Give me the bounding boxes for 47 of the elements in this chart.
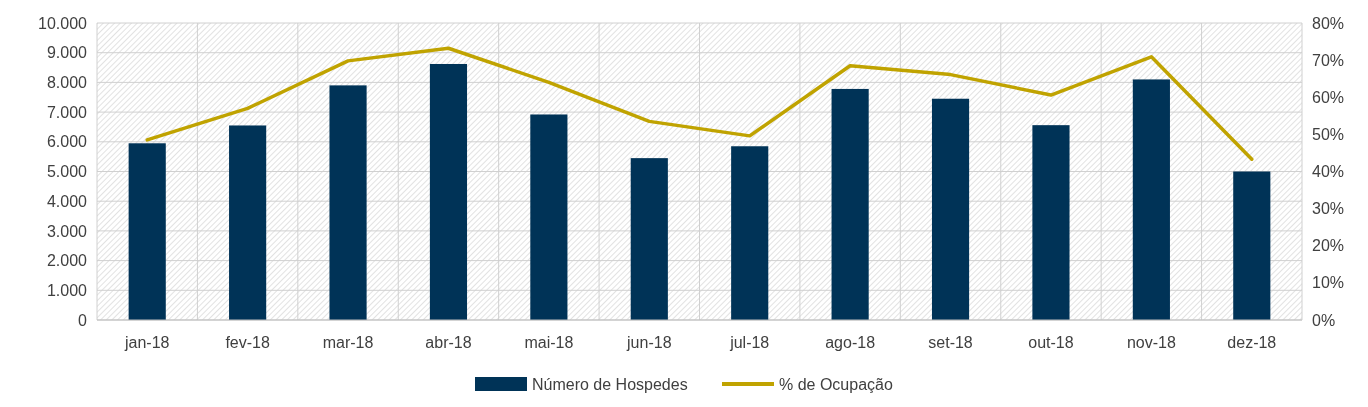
x-tick-label: dez-18 [1227,334,1277,351]
y2-tick-label: 70% [1312,51,1345,69]
y-tick-label: 5.000 [46,163,88,181]
bar [530,114,568,320]
y2-tick-label: 40% [1312,163,1345,181]
y-tick-label: 10.000 [38,14,88,32]
x-tick-label: ago-18 [825,334,876,351]
bar [731,146,769,320]
y2-tick-label: 30% [1312,200,1345,218]
y2-tick-label: 20% [1312,237,1345,255]
y2-tick-label: 10% [1312,274,1345,292]
y-tick-label: 4.000 [46,192,88,210]
x-tick-label: out-18 [1028,334,1074,351]
x-tick-label: nov-18 [1126,334,1176,351]
bar [630,158,668,320]
y2-tick-label: 50% [1312,125,1345,143]
x-tick-label: jun-18 [626,334,672,351]
bar [931,98,970,320]
x-tick-label: abr-18 [425,334,472,351]
y-tick-label: 6.000 [46,133,88,151]
bar [429,63,468,320]
bar [1233,171,1271,320]
y2-tick-label: 80% [1312,14,1345,32]
y2-tick-label: 60% [1312,88,1345,106]
y2-tick-label: 0% [1312,311,1336,329]
bar [128,143,166,320]
bar [229,125,267,320]
x-tick-label: mar-18 [322,334,374,351]
y-tick-label: 0 [78,311,88,329]
y-tick-label: 7.000 [46,103,88,121]
x-tick-label: mai-18 [524,334,574,351]
x-tick-label: set-18 [928,334,973,351]
x-tick-label: jan-18 [123,334,170,351]
bar [831,88,869,320]
y-tick-label: 1.000 [46,281,88,299]
bar [329,85,367,320]
x-tick-label: jul-18 [729,334,770,351]
y-tick-label: 3.000 [46,222,88,240]
y-tick-label: 9.000 [46,44,88,62]
y-tick-label: 8.000 [46,74,88,91]
bar [1132,79,1170,320]
legend-label: Número de Hospedes [532,375,688,393]
x-tick-label: fev-18 [225,334,270,351]
bar [1032,125,1070,320]
legend-label: % de Ocupação [779,375,893,393]
line-series [145,46,1254,161]
y-tick-label: 2.000 [46,252,88,270]
